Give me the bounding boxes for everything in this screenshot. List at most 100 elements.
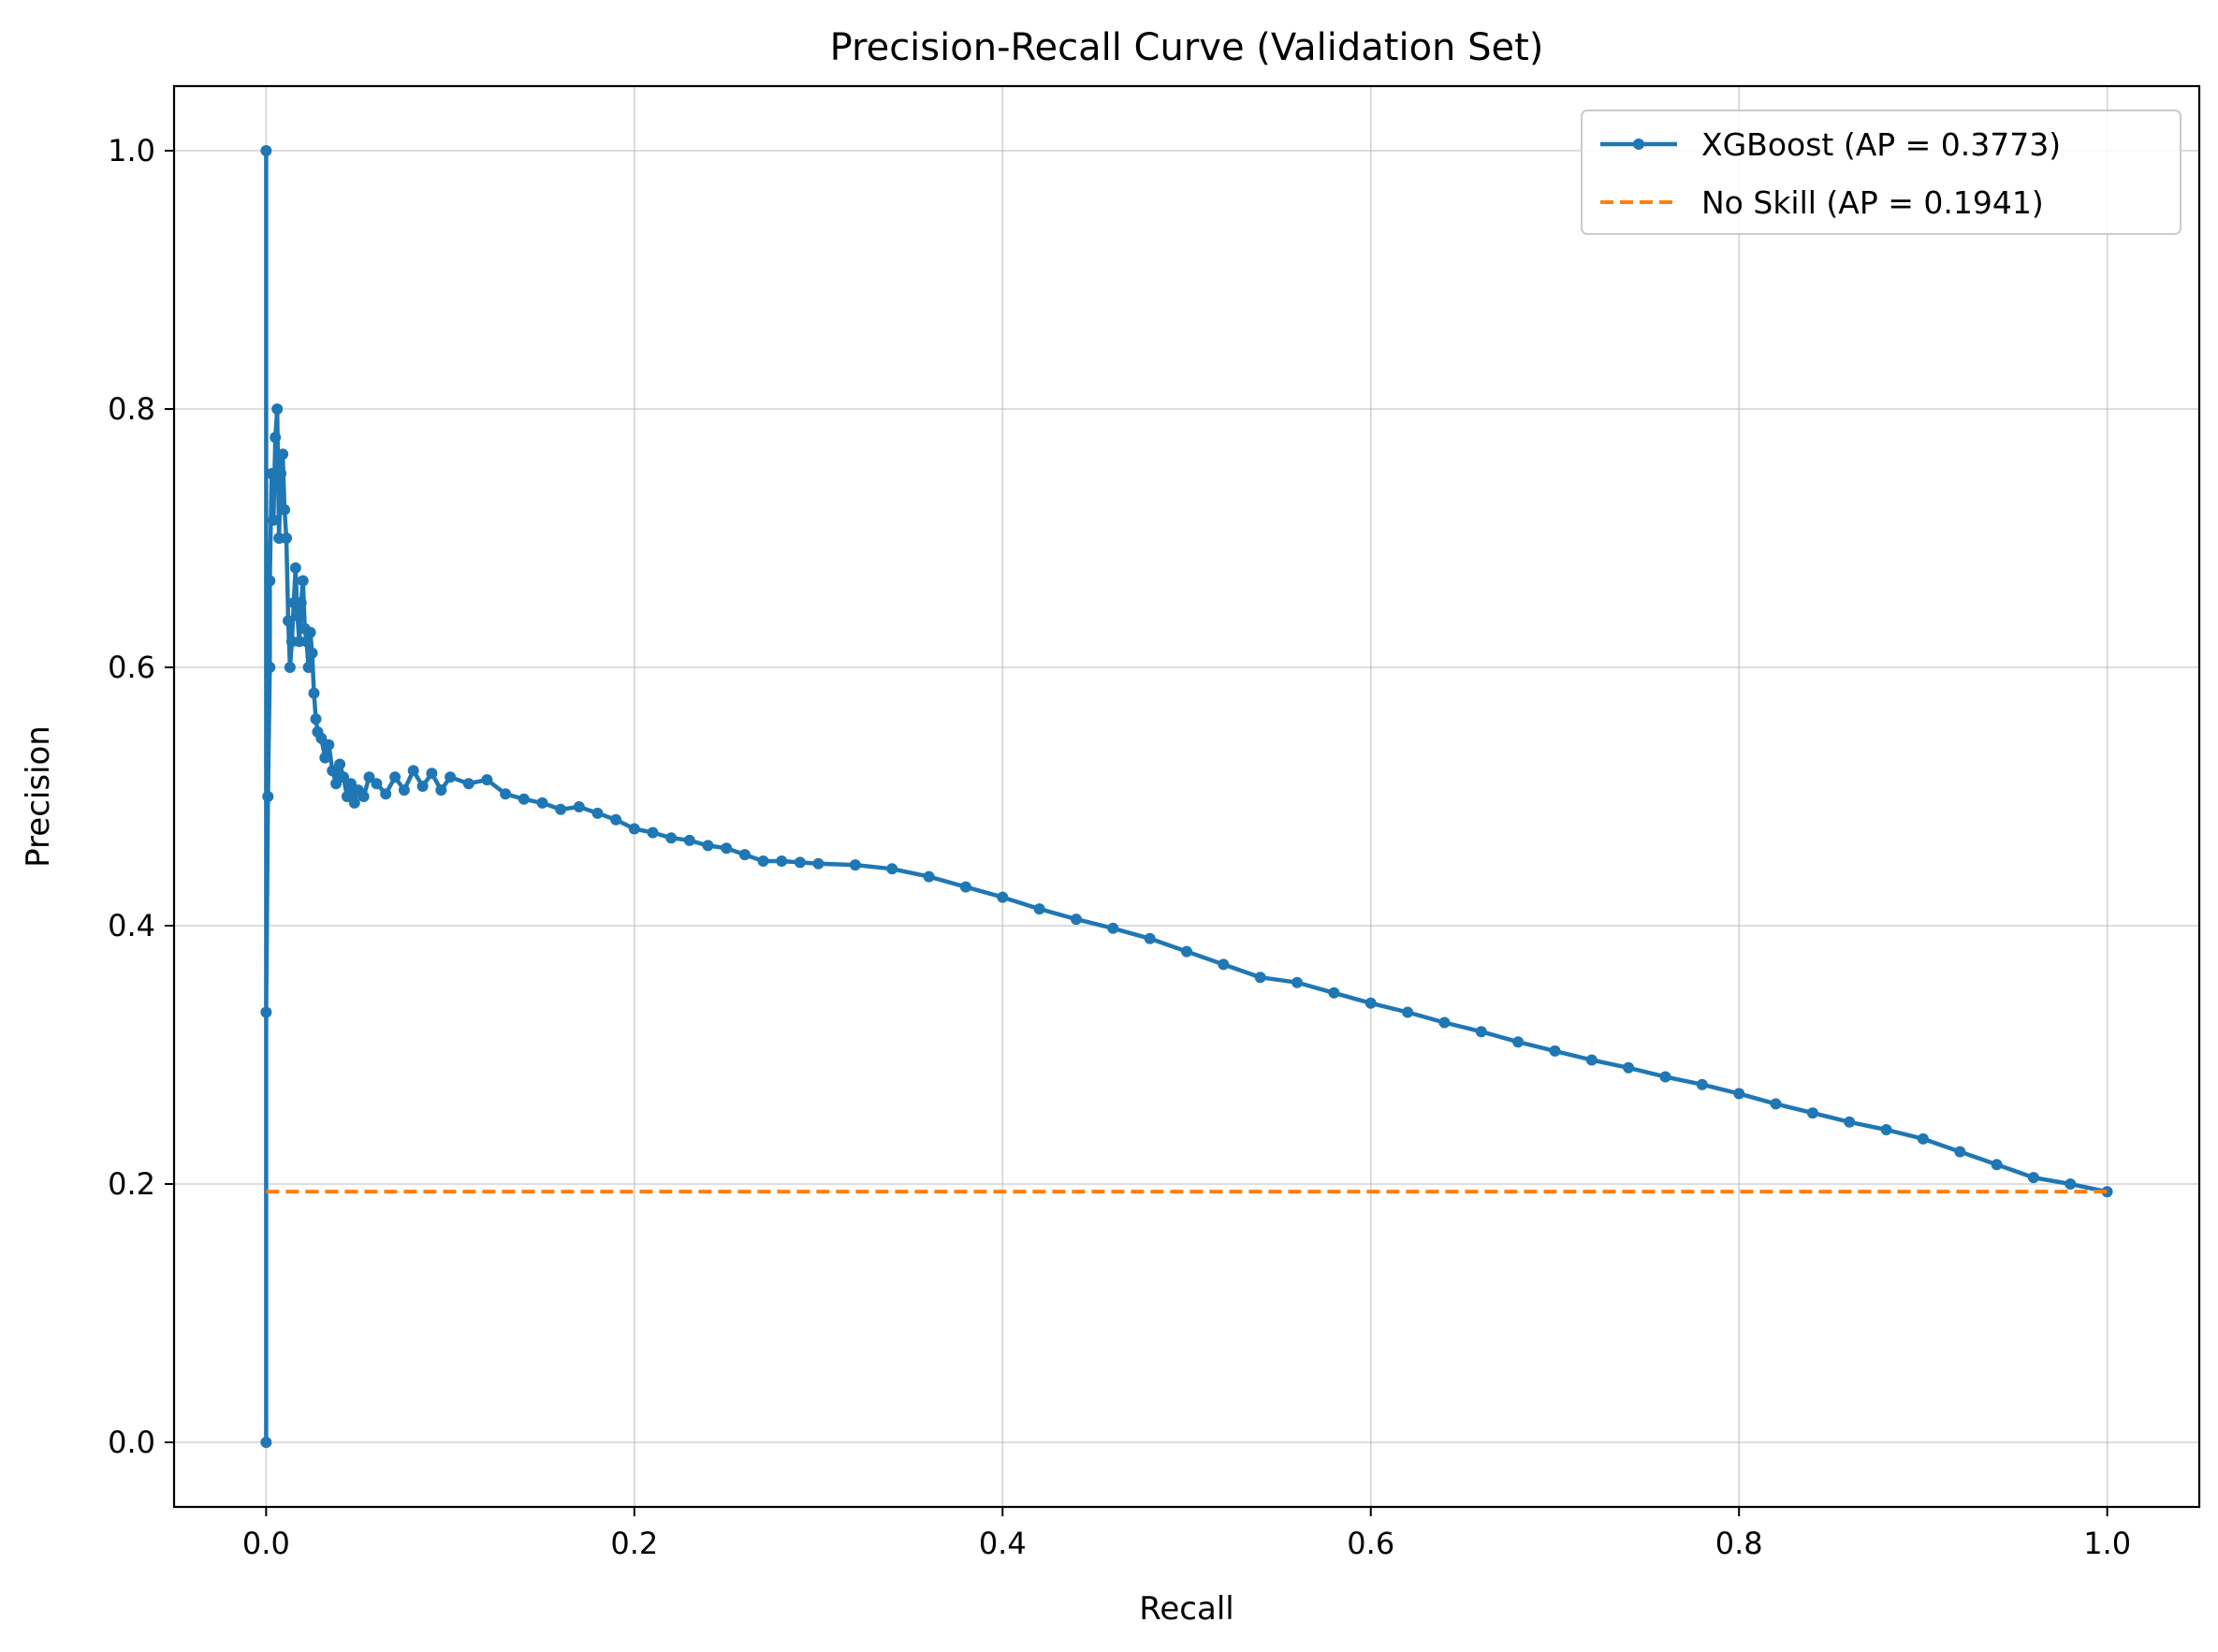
data-point — [291, 609, 303, 621]
data-point — [1071, 914, 1082, 926]
data-point — [1328, 987, 1340, 999]
y-tick-label: 0.2 — [108, 1166, 155, 1202]
legend-label: No Skill (AP = 0.1941) — [1701, 184, 2044, 221]
data-point — [279, 504, 290, 516]
data-point — [260, 145, 272, 156]
data-point — [997, 891, 1009, 903]
data-point — [849, 859, 861, 871]
data-point — [260, 1006, 272, 1018]
data-point — [573, 801, 585, 812]
data-point — [281, 533, 292, 544]
data-point — [610, 813, 622, 826]
data-point — [738, 849, 751, 861]
data-point — [289, 562, 301, 574]
series-layer — [260, 145, 2113, 1448]
data-point — [923, 870, 935, 883]
data-point — [266, 468, 278, 479]
data-point — [319, 752, 331, 764]
data-point — [1144, 932, 1156, 944]
x-axis-label: Recall — [1139, 1590, 1233, 1628]
data-point — [306, 647, 318, 659]
data-point — [426, 768, 438, 780]
data-point — [275, 468, 287, 479]
data-point — [416, 781, 429, 792]
data-point — [380, 788, 392, 800]
data-point — [500, 788, 512, 800]
plot-frame — [172, 84, 2201, 1509]
data-point — [398, 784, 410, 797]
data-point — [264, 575, 276, 587]
chart-title: Precision-Recall Curve (Validation Set) — [830, 26, 1544, 69]
data-point — [1917, 1133, 1929, 1145]
data-point — [344, 778, 357, 790]
data-point — [1770, 1098, 1782, 1110]
data-point — [1181, 945, 1192, 958]
data-point — [1806, 1107, 1818, 1119]
data-point — [262, 791, 274, 802]
series-0 — [260, 145, 2113, 1448]
legend-box — [1581, 110, 2182, 235]
data-point — [435, 784, 447, 797]
data-point — [1696, 1078, 1708, 1090]
data-point — [1623, 1061, 1635, 1074]
grid — [174, 86, 2199, 1507]
data-point — [757, 855, 769, 867]
data-point — [1844, 1116, 1856, 1128]
data-point — [302, 662, 314, 673]
data-point — [886, 863, 898, 875]
data-point — [1585, 1054, 1598, 1066]
data-point — [665, 832, 678, 844]
data-point — [264, 662, 276, 673]
data-point — [445, 771, 457, 783]
data-point — [1033, 903, 1045, 915]
data-point — [462, 778, 474, 790]
legend-label: XGBoost (AP = 0.3773) — [1701, 126, 2061, 163]
data-point — [348, 797, 360, 809]
data-point — [1954, 1146, 1966, 1158]
data-point — [330, 778, 343, 790]
data-point — [271, 403, 284, 415]
legend-swatch-marker — [1633, 139, 1644, 150]
data-point — [647, 826, 659, 839]
data-point — [1438, 1016, 1451, 1029]
data-point — [591, 807, 604, 819]
data-point — [363, 771, 375, 783]
data-point — [1475, 1026, 1487, 1038]
data-point — [300, 636, 313, 648]
data-point — [304, 626, 316, 638]
data-point — [407, 765, 419, 777]
data-point — [1512, 1036, 1525, 1048]
data-point — [277, 448, 289, 461]
data-point — [1402, 1006, 1414, 1018]
data-point — [518, 793, 530, 805]
x-tick-label: 0.0 — [242, 1526, 290, 1561]
data-point — [1880, 1124, 1892, 1135]
y-tick-label: 0.6 — [108, 650, 155, 685]
y-tick-label: 1.0 — [108, 133, 155, 168]
y-axis-ticks: 0.0 0.2 0.4 0.6 0.8 1.0 — [108, 133, 174, 1460]
data-point — [1991, 1159, 2003, 1171]
data-point — [1254, 972, 1266, 984]
data-point — [628, 823, 640, 835]
data-point — [1659, 1071, 1671, 1083]
data-point — [341, 791, 353, 802]
x-axis-ticks: 0.0 0.2 0.4 0.6 0.8 1.0 — [242, 1507, 2131, 1561]
data-point — [1733, 1088, 1745, 1100]
x-tick-label: 0.6 — [1347, 1526, 1394, 1561]
data-point — [315, 732, 328, 744]
data-point — [776, 855, 788, 867]
y-tick-label: 0.4 — [108, 908, 155, 943]
data-point — [2027, 1172, 2039, 1184]
data-point — [270, 431, 282, 444]
data-point — [721, 842, 733, 855]
data-point — [812, 857, 824, 870]
data-point — [683, 834, 695, 846]
data-point — [297, 575, 309, 587]
y-tick-label: 0.8 — [108, 391, 155, 427]
data-point — [295, 597, 307, 608]
data-point — [334, 758, 346, 770]
y-tick-label: 0.0 — [108, 1425, 155, 1460]
data-point — [371, 778, 383, 790]
